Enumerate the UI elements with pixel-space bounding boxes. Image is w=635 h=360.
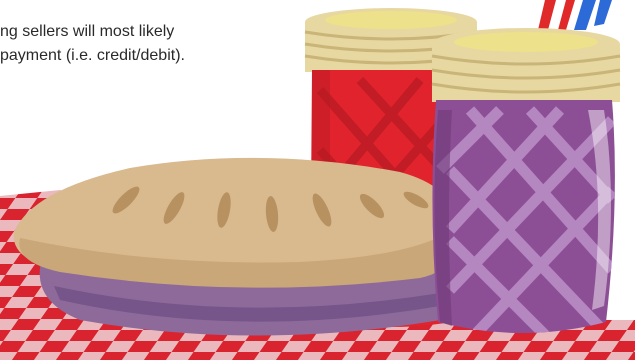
caption-line-2: payment (i.e. credit/debit). (0, 47, 185, 64)
caption-text: ng sellers will most likely payment (i.e… (0, 20, 185, 68)
caption-line-1: ng sellers will most likely (0, 23, 175, 40)
purple-jam-jar (431, 28, 621, 333)
pie (13, 157, 462, 336)
striped-straw (538, 0, 612, 34)
